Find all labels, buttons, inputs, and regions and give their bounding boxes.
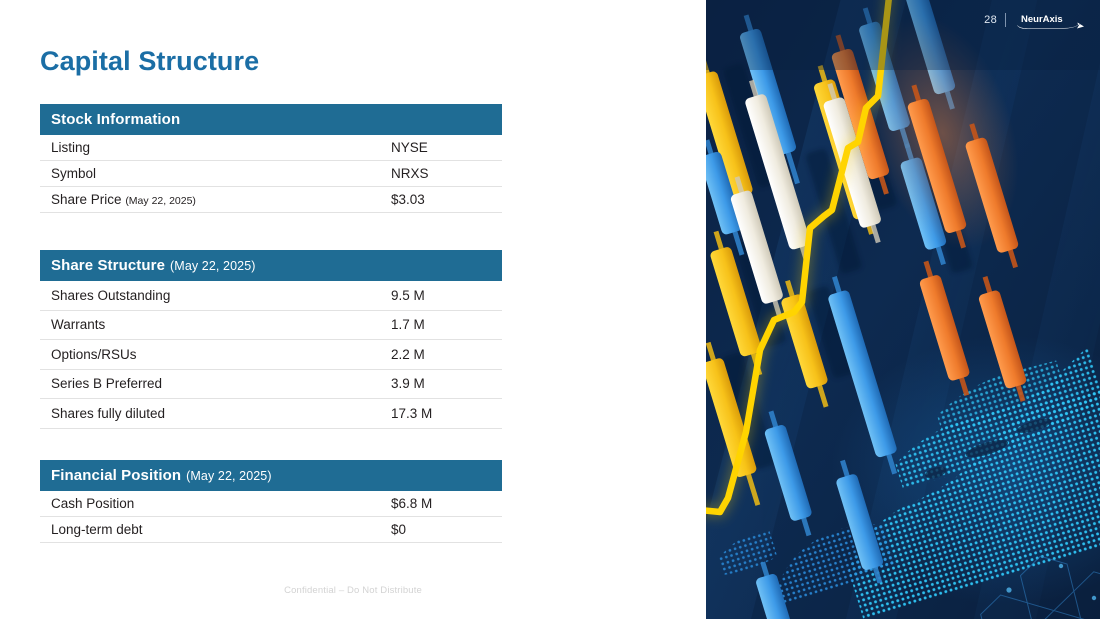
slide-header: 28 NeurAxis bbox=[984, 10, 1084, 30]
table-share-structure: Share Structure (May 22, 2025) Shares Ou… bbox=[40, 250, 502, 429]
row-label: Options/RSUs bbox=[51, 346, 137, 362]
logo-swoosh-icon bbox=[1017, 22, 1084, 29]
row-label: Long-term debt bbox=[51, 522, 143, 537]
table-body: Shares Outstanding 9.5 M Warrants 1.7 M … bbox=[40, 281, 502, 429]
table-header-title: Stock Information bbox=[51, 111, 181, 128]
page-title: Capital Structure bbox=[40, 46, 260, 76]
row-label: Share Price (May 22, 2025) bbox=[51, 192, 196, 207]
neuraxis-logo: NeurAxis bbox=[1014, 10, 1084, 30]
row-value: $6.8 M bbox=[391, 496, 433, 511]
table-row: Cash Position $6.8 M bbox=[40, 491, 502, 517]
table-row: Shares Outstanding 9.5 M bbox=[40, 281, 502, 311]
row-value: NRXS bbox=[391, 166, 429, 181]
table-row: Series B Preferred 3.9 M bbox=[40, 370, 502, 399]
row-label: Symbol bbox=[51, 166, 97, 181]
content-area: Capital Structure Stock Information List… bbox=[40, 46, 502, 596]
table-stock-information: Stock Information Listing NYSE Symbol NR… bbox=[40, 104, 502, 213]
table-row: Share Price (May 22, 2025) $3.03 bbox=[40, 187, 502, 213]
table-body: Listing NYSE Symbol NRXS Share Price (Ma… bbox=[40, 135, 502, 213]
table-header-title: Share Structure bbox=[51, 257, 166, 274]
table-header-subtitle: (May 22, 2025) bbox=[186, 468, 272, 483]
row-label: Shares Outstanding bbox=[51, 287, 171, 303]
row-value: NYSE bbox=[391, 140, 428, 155]
row-label: Shares fully diluted bbox=[51, 405, 166, 421]
table-financial-position: Financial Position (May 22, 2025) Cash P… bbox=[40, 460, 502, 543]
table-header-subtitle: (May 22, 2025) bbox=[170, 258, 256, 273]
row-value: 9.5 M bbox=[391, 287, 425, 303]
logo-wordmark: NeurAxis bbox=[1021, 14, 1063, 25]
row-value: $3.03 bbox=[391, 192, 425, 207]
confidentiality-footer: Confidential – Do Not Distribute bbox=[284, 585, 422, 596]
table-row: Symbol NRXS bbox=[40, 161, 502, 187]
row-value: 3.9 M bbox=[391, 376, 425, 392]
row-value: 17.3 M bbox=[391, 405, 433, 421]
row-label-date: (May 22, 2025) bbox=[125, 195, 196, 207]
table-row: Options/RSUs 2.2 M bbox=[40, 340, 502, 370]
header-divider bbox=[1005, 13, 1006, 27]
row-label: Series B Preferred bbox=[51, 376, 163, 392]
table-row: Warrants 1.7 M bbox=[40, 311, 502, 340]
table-header-financial-position: Financial Position (May 22, 2025) bbox=[40, 460, 502, 491]
table-row: Listing NYSE bbox=[40, 135, 502, 161]
table-header-stock-information: Stock Information bbox=[40, 104, 502, 135]
row-label: Listing bbox=[51, 140, 91, 155]
table-header-share-structure: Share Structure (May 22, 2025) bbox=[40, 250, 502, 281]
table-body: Cash Position $6.8 M Long-term debt $0 bbox=[40, 491, 502, 543]
row-label: Cash Position bbox=[51, 496, 135, 511]
table-row: Shares fully diluted 17.3 M bbox=[40, 399, 502, 429]
row-label: Warrants bbox=[51, 317, 106, 333]
page-number: 28 bbox=[984, 14, 997, 26]
row-value: 2.2 M bbox=[391, 346, 425, 362]
row-value: $0 bbox=[391, 522, 407, 537]
table-header-title: Financial Position bbox=[51, 467, 182, 484]
decorative-finance-artwork: 28 NeurAxis bbox=[706, 0, 1100, 619]
row-value: 1.7 M bbox=[391, 317, 425, 333]
table-row: Long-term debt $0 bbox=[40, 517, 502, 543]
